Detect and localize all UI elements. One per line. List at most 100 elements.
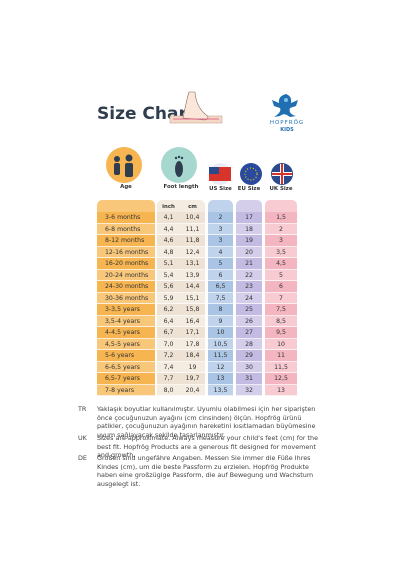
table-cell: 7,5 bbox=[208, 292, 233, 304]
table-cell: 13,1 bbox=[180, 258, 205, 270]
sub-header: inch bbox=[162, 204, 175, 210]
table-cell: 24-30 months bbox=[97, 281, 155, 293]
note-code: DE bbox=[78, 454, 87, 462]
table-cell: 9 bbox=[208, 315, 233, 327]
table-cell: 5 bbox=[265, 269, 297, 281]
column-header: US Size bbox=[209, 186, 232, 192]
table-cell: 9,5 bbox=[265, 327, 297, 339]
table-cell: 3,5 bbox=[265, 246, 297, 258]
table-cell: 20,4 bbox=[180, 384, 205, 396]
table-cell: 21 bbox=[236, 258, 262, 270]
table-cell: 11 bbox=[265, 350, 297, 362]
table-cell: 17,1 bbox=[180, 327, 205, 339]
table-cell: 8,5 bbox=[265, 315, 297, 327]
table-cell: 3-6 months bbox=[97, 212, 155, 224]
table-cell: 20-24 months bbox=[97, 269, 155, 281]
table-cell: 24 bbox=[236, 292, 262, 304]
table-cell: 19 bbox=[180, 361, 205, 373]
table-cell: 11,8 bbox=[180, 235, 205, 247]
table-cell: 20 bbox=[236, 246, 262, 258]
table-cell: 32 bbox=[236, 384, 262, 396]
table-cell: 15,1 bbox=[180, 292, 205, 304]
table-cell: 13 bbox=[208, 373, 233, 385]
logo-text: HOPFRÖG bbox=[269, 120, 305, 126]
table-cell: 3 bbox=[265, 235, 297, 247]
table-cell: 3-3,5 years bbox=[97, 304, 155, 316]
table-cell: 2 bbox=[208, 212, 233, 224]
note-code: TR bbox=[78, 405, 87, 413]
column-header: Foot length bbox=[163, 184, 199, 190]
table-cell: 10 bbox=[208, 327, 233, 339]
table-cell: 12 bbox=[208, 361, 233, 373]
table-cell: 22 bbox=[236, 269, 262, 281]
table-cell: 11,1 bbox=[180, 223, 205, 235]
table-cell: 12-16 months bbox=[97, 246, 155, 258]
table-cell: 7,2 bbox=[157, 350, 180, 362]
table-cell: 26 bbox=[236, 315, 262, 327]
table-cell: 19 bbox=[236, 235, 262, 247]
table-cell: 5-6 years bbox=[97, 350, 155, 362]
table-cell: 17 bbox=[236, 212, 262, 224]
table-cell: 3,5-4 years bbox=[97, 315, 155, 327]
sub-header: cm bbox=[188, 204, 197, 210]
table-cell: 5 bbox=[208, 258, 233, 270]
table-cell: 12,4 bbox=[180, 246, 205, 258]
table-cell: 12,5 bbox=[265, 373, 297, 385]
table-cell: 8,0 bbox=[157, 384, 180, 396]
table-cell: 4-4,5 years bbox=[97, 327, 155, 339]
table-cell: 7,4 bbox=[157, 361, 180, 373]
logo-frog bbox=[272, 94, 298, 117]
table-cell: 31 bbox=[236, 373, 262, 385]
logo-sub: KIDS bbox=[280, 127, 294, 133]
table-cell: 8-12 months bbox=[97, 235, 155, 247]
table-cell: 5,9 bbox=[157, 292, 180, 304]
table-cell: 10,4 bbox=[180, 212, 205, 224]
table-cell: 8 bbox=[208, 304, 233, 316]
table-cell: 3 bbox=[208, 223, 233, 235]
column-header: UK Size bbox=[269, 186, 293, 192]
table-cell: 28 bbox=[236, 338, 262, 350]
table-cell: 11,5 bbox=[208, 350, 233, 362]
measure-illustration bbox=[169, 91, 223, 124]
column-icons bbox=[106, 147, 293, 185]
table-cell: 1,5 bbox=[265, 212, 297, 224]
table-cell: 30 bbox=[236, 361, 262, 373]
table-cell: 7-8 years bbox=[97, 384, 155, 396]
table-cell: 13,9 bbox=[180, 269, 205, 281]
table-cell: 4,4 bbox=[157, 223, 180, 235]
table-cell: 6-6,5 years bbox=[97, 361, 155, 373]
table-cell: 4,1 bbox=[157, 212, 180, 224]
table-cell: 14,4 bbox=[180, 281, 205, 293]
table-cell: 27 bbox=[236, 327, 262, 339]
table-cell: 4,8 bbox=[157, 246, 180, 258]
table-cell: 3 bbox=[208, 235, 233, 247]
table-cell: 10,5 bbox=[208, 338, 233, 350]
table-cell: 6,5-7 years bbox=[97, 373, 155, 385]
table-cell: 30-36 months bbox=[97, 292, 155, 304]
table-cell: 23 bbox=[236, 281, 262, 293]
table-cell: 6-8 months bbox=[97, 223, 155, 235]
table-cell: 4,5-5 years bbox=[97, 338, 155, 350]
note-text: Yaklaşık boyutlar kullanılmıştır. Uyumlu… bbox=[97, 405, 316, 439]
table-cell: 6 bbox=[265, 281, 297, 293]
table-cell: 5,4 bbox=[157, 269, 180, 281]
table-cell: 4,6 bbox=[157, 235, 180, 247]
table-cell: 6,7 bbox=[157, 327, 180, 339]
table-cell: 7,0 bbox=[157, 338, 180, 350]
table-cell: 16-20 months bbox=[97, 258, 155, 270]
note-text: Größen sind ungefähre Angaben. Messen Si… bbox=[97, 454, 314, 488]
table-cell: 29 bbox=[236, 350, 262, 362]
table-cell: 18 bbox=[236, 223, 262, 235]
table-cell: 18,4 bbox=[180, 350, 205, 362]
table-cell: 10 bbox=[265, 338, 297, 350]
table-cell: 13 bbox=[265, 384, 297, 396]
table-cell: 13,5 bbox=[208, 384, 233, 396]
column-header: Age bbox=[120, 184, 132, 190]
table-cell: 5,6 bbox=[157, 281, 180, 293]
note-code: UK bbox=[78, 434, 87, 442]
table-cell: 19,7 bbox=[180, 373, 205, 385]
table-cell: 6,5 bbox=[208, 281, 233, 293]
table-cell: 4,5 bbox=[265, 258, 297, 270]
table-cell: 15,8 bbox=[180, 304, 205, 316]
